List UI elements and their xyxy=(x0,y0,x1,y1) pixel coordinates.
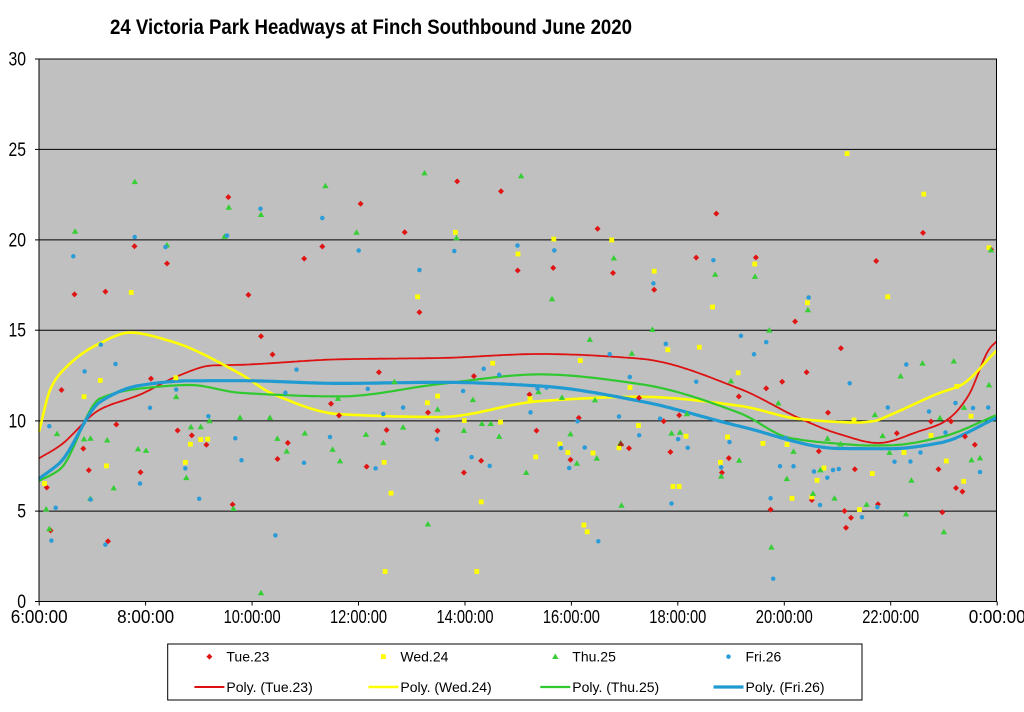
svg-text:Poly. (Wed.24): Poly. (Wed.24) xyxy=(400,679,491,695)
svg-text:15: 15 xyxy=(9,321,27,342)
svg-text:18:00:00: 18:00:00 xyxy=(649,606,706,627)
svg-text:8:00:00: 8:00:00 xyxy=(117,606,174,627)
svg-text:Poly. (Tue.23): Poly. (Tue.23) xyxy=(226,679,312,695)
svg-text:6:00:00: 6:00:00 xyxy=(11,606,68,627)
svg-text:Poly. (Thu.25): Poly. (Thu.25) xyxy=(572,679,659,695)
svg-text:12:00:00: 12:00:00 xyxy=(330,606,387,627)
svg-text:Poly. (Fri.26): Poly. (Fri.26) xyxy=(746,679,825,695)
svg-text:5: 5 xyxy=(17,502,26,523)
svg-text:Wed.24: Wed.24 xyxy=(400,649,448,665)
svg-text:20: 20 xyxy=(9,230,27,251)
svg-text:25: 25 xyxy=(9,140,27,161)
svg-text:30: 30 xyxy=(9,50,27,71)
svg-text:10:00:00: 10:00:00 xyxy=(224,606,281,627)
svg-text:Fri.26: Fri.26 xyxy=(746,649,782,665)
svg-text:0:00:00: 0:00:00 xyxy=(969,606,1024,627)
svg-text:22:00:00: 22:00:00 xyxy=(862,606,919,627)
svg-text:Tue.23: Tue.23 xyxy=(226,649,269,665)
svg-text:14:00:00: 14:00:00 xyxy=(437,606,494,627)
svg-text:Thu.25: Thu.25 xyxy=(572,649,616,665)
svg-text:16:00:00: 16:00:00 xyxy=(543,606,600,627)
svg-text:24 Victoria Park Headways at F: 24 Victoria Park Headways at Finch South… xyxy=(110,15,632,39)
svg-text:0: 0 xyxy=(17,592,26,613)
svg-text:10: 10 xyxy=(9,411,27,432)
svg-text:20:00:00: 20:00:00 xyxy=(756,606,813,627)
